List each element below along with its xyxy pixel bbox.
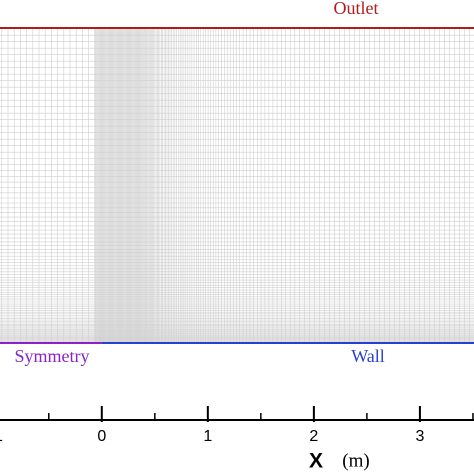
boundary-label: Symmetry	[15, 346, 90, 366]
x-unit: (m)	[342, 450, 369, 471]
x-tick-label: -1	[0, 428, 3, 445]
mesh	[0, 28, 474, 344]
x-tick-label: 0	[97, 428, 106, 445]
boundary-label: Wall	[351, 346, 385, 366]
boundary-label: Outlet	[334, 0, 379, 18]
x-tick-label: 1	[203, 428, 212, 445]
x-tick-label: 2	[309, 428, 318, 445]
x-axis: -1 0 1 2 3	[0, 406, 474, 445]
x-label: X	[309, 450, 323, 473]
mesh-lines	[0, 28, 474, 344]
boundaries: Outlet Symmetry Wall	[0, 0, 474, 366]
x-tick-label: 3	[415, 428, 424, 445]
